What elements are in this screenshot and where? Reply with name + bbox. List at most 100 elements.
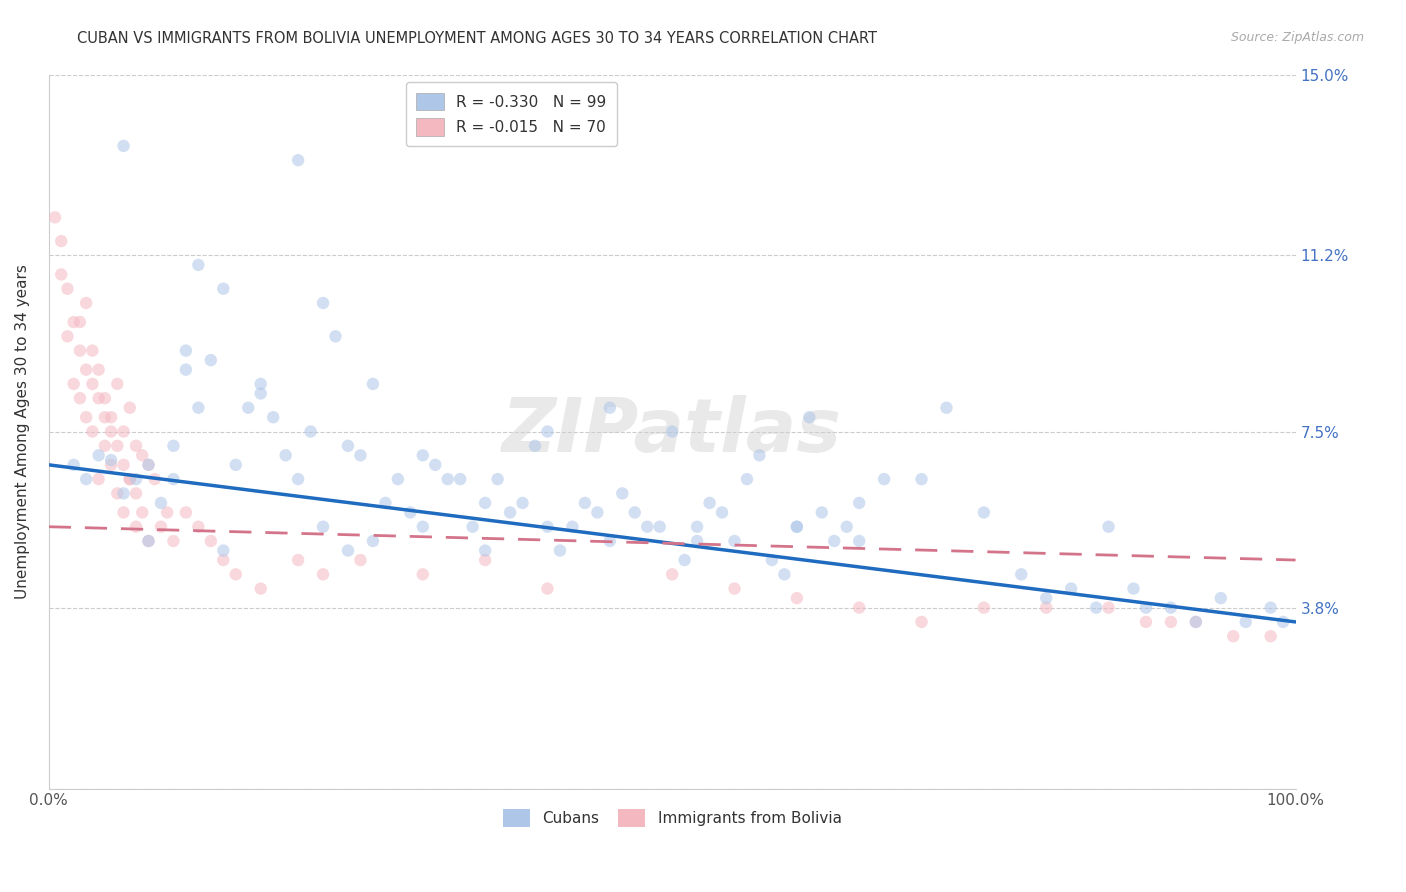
Point xyxy=(349,448,371,462)
Point xyxy=(100,410,122,425)
Point xyxy=(412,567,434,582)
Point xyxy=(935,401,957,415)
Point xyxy=(138,458,160,472)
Point xyxy=(1097,600,1119,615)
Point xyxy=(474,496,496,510)
Point xyxy=(94,439,117,453)
Point xyxy=(586,505,609,519)
Point xyxy=(299,425,322,439)
Point xyxy=(125,472,148,486)
Point xyxy=(337,439,360,453)
Point xyxy=(69,343,91,358)
Point xyxy=(848,600,870,615)
Point xyxy=(723,582,745,596)
Point xyxy=(100,453,122,467)
Point xyxy=(82,376,104,391)
Point xyxy=(143,472,166,486)
Point xyxy=(118,401,141,415)
Point xyxy=(187,401,209,415)
Point xyxy=(249,376,271,391)
Point xyxy=(848,534,870,549)
Point xyxy=(249,582,271,596)
Point xyxy=(94,391,117,405)
Point xyxy=(56,282,79,296)
Point xyxy=(1160,600,1182,615)
Point xyxy=(138,458,160,472)
Point xyxy=(973,505,995,519)
Legend: Cubans, Immigrants from Bolivia: Cubans, Immigrants from Bolivia xyxy=(495,802,849,834)
Point xyxy=(474,553,496,567)
Point xyxy=(536,425,558,439)
Point xyxy=(524,439,547,453)
Point xyxy=(412,519,434,533)
Point xyxy=(1085,600,1108,615)
Text: ZIPatlas: ZIPatlas xyxy=(502,395,842,468)
Point xyxy=(51,268,73,282)
Point xyxy=(773,567,796,582)
Point xyxy=(100,425,122,439)
Point xyxy=(873,472,896,486)
Point xyxy=(287,472,309,486)
Point xyxy=(1185,615,1208,629)
Point xyxy=(823,534,845,549)
Point xyxy=(1122,582,1144,596)
Point xyxy=(325,329,347,343)
Point xyxy=(810,505,832,519)
Point xyxy=(87,448,110,462)
Point xyxy=(131,505,153,519)
Text: Source: ZipAtlas.com: Source: ZipAtlas.com xyxy=(1230,31,1364,45)
Point xyxy=(200,534,222,549)
Point xyxy=(661,567,683,582)
Point xyxy=(374,496,396,510)
Point xyxy=(138,534,160,549)
Point xyxy=(835,519,858,533)
Point xyxy=(312,296,335,310)
Point xyxy=(174,343,197,358)
Point xyxy=(599,534,621,549)
Point xyxy=(1010,567,1032,582)
Text: CUBAN VS IMMIGRANTS FROM BOLIVIA UNEMPLOYMENT AMONG AGES 30 TO 34 YEARS CORRELAT: CUBAN VS IMMIGRANTS FROM BOLIVIA UNEMPLO… xyxy=(77,31,877,46)
Point xyxy=(69,315,91,329)
Point xyxy=(799,410,821,425)
Point xyxy=(1135,615,1157,629)
Point xyxy=(686,519,709,533)
Point xyxy=(312,519,335,533)
Point xyxy=(82,343,104,358)
Point xyxy=(399,505,422,519)
Point xyxy=(1222,629,1244,643)
Point xyxy=(548,543,571,558)
Point xyxy=(599,401,621,415)
Point xyxy=(711,505,734,519)
Y-axis label: Unemployment Among Ages 30 to 34 years: Unemployment Among Ages 30 to 34 years xyxy=(15,264,30,599)
Point xyxy=(1035,600,1057,615)
Point xyxy=(910,615,932,629)
Point xyxy=(387,472,409,486)
Point xyxy=(125,519,148,533)
Point xyxy=(1060,582,1083,596)
Point xyxy=(212,282,235,296)
Point xyxy=(187,258,209,272)
Point xyxy=(910,472,932,486)
Point xyxy=(486,472,509,486)
Point xyxy=(82,425,104,439)
Point xyxy=(162,534,184,549)
Point xyxy=(786,591,808,606)
Point xyxy=(361,376,384,391)
Point xyxy=(536,582,558,596)
Point xyxy=(62,315,84,329)
Point xyxy=(118,472,141,486)
Point xyxy=(131,448,153,462)
Point xyxy=(461,519,484,533)
Point xyxy=(1135,600,1157,615)
Point xyxy=(75,410,97,425)
Point xyxy=(162,439,184,453)
Point xyxy=(425,458,447,472)
Point xyxy=(1234,615,1257,629)
Point xyxy=(337,543,360,558)
Point xyxy=(349,553,371,567)
Point xyxy=(200,353,222,368)
Point xyxy=(94,410,117,425)
Point xyxy=(673,553,696,567)
Point xyxy=(1260,600,1282,615)
Point xyxy=(723,534,745,549)
